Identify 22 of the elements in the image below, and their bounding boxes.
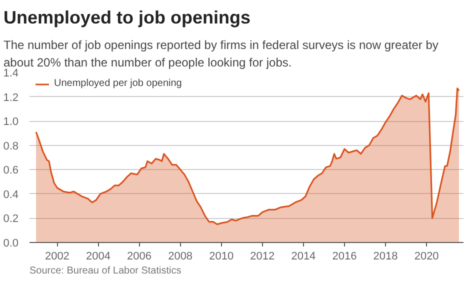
y-tick-label: 0.8 <box>3 140 19 152</box>
x-tick-label: 2016 <box>332 250 357 262</box>
x-tick-label: 2014 <box>291 250 316 262</box>
y-tick-label: 0.4 <box>3 188 19 201</box>
x-tick-label: 2004 <box>86 250 110 262</box>
legend-label: Unemployed per job opening <box>54 78 182 89</box>
chart-title: Unemployed to job openings <box>4 8 250 28</box>
source-note: Source: Bureau of Labor Statistics <box>30 266 182 276</box>
y-tick-label: 1.2 <box>3 92 19 104</box>
x-tick-label: 2012 <box>250 250 275 262</box>
y-tick-label: 0.0 <box>3 238 19 250</box>
x-tick-label: 2008 <box>168 250 193 262</box>
x-tick-label: 2018 <box>373 250 398 262</box>
chart-subtitle: The number of job openings reported by firms in federal surveys is now greater by about 20% than the number of people looking for jobs. <box>4 38 438 70</box>
y-tick-label: 1.4 <box>3 68 19 80</box>
y-tick-label: 0.2 <box>3 213 19 226</box>
x-tick-label: 2010 <box>209 250 234 262</box>
x-tick-label: 2020 <box>414 250 439 262</box>
y-tick-label: 1.0 <box>3 116 19 128</box>
y-tick-label: 0.6 <box>3 164 19 177</box>
x-tick-label: 2002 <box>44 250 70 262</box>
x-tick-label: 2006 <box>127 250 152 262</box>
